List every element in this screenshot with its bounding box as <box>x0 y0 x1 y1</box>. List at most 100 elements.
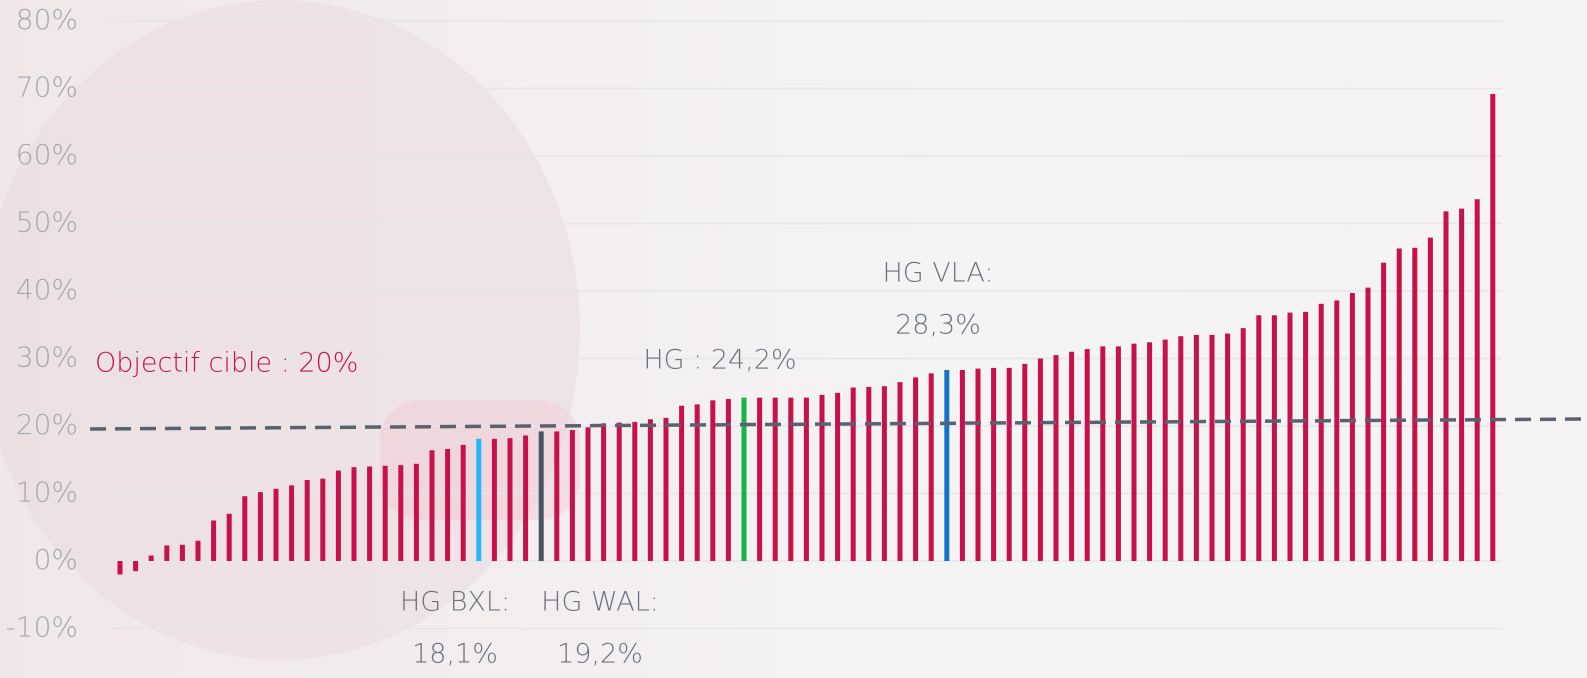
bar <box>274 489 279 561</box>
bar <box>367 467 372 562</box>
bar <box>196 541 201 561</box>
bar <box>1303 312 1308 561</box>
bar <box>1350 293 1355 561</box>
y-tick-label: 0% <box>34 543 78 576</box>
bar <box>1022 364 1027 561</box>
bar <box>1069 352 1074 561</box>
bar <box>1085 349 1090 561</box>
bar <box>1428 238 1433 561</box>
bar <box>1038 359 1043 562</box>
bar <box>352 467 357 561</box>
y-tick-label: 20% <box>16 408 78 441</box>
annotation-title: HG BXL: <box>400 587 510 618</box>
bar <box>788 398 793 561</box>
bar <box>1163 340 1168 561</box>
bar <box>1459 209 1464 561</box>
bar <box>1366 288 1371 561</box>
bar <box>1444 211 1449 561</box>
bar <box>1319 304 1324 561</box>
bar <box>554 431 559 561</box>
bar <box>211 521 216 562</box>
bar <box>1007 368 1012 561</box>
bar <box>991 368 996 561</box>
chart: -10%0%10%20%30%40%50%60%70%80%Objectif c… <box>0 0 1587 678</box>
bar <box>430 450 435 561</box>
bar <box>1194 335 1199 561</box>
bar <box>164 545 169 561</box>
bar <box>508 438 513 561</box>
bar <box>976 369 981 561</box>
bar <box>523 435 528 561</box>
annotation-value: 19,2% <box>557 639 643 670</box>
bar <box>1334 300 1339 561</box>
bar <box>742 398 747 561</box>
bar <box>242 496 247 561</box>
bar <box>1397 248 1402 561</box>
bar <box>445 449 450 561</box>
bar <box>804 398 809 561</box>
bar <box>1116 346 1121 561</box>
bar <box>1210 335 1215 561</box>
y-tick-label: 40% <box>16 273 78 306</box>
annotation-title: HG : 24,2% <box>643 345 796 376</box>
bar <box>898 382 903 561</box>
bar <box>664 418 669 561</box>
bar <box>539 431 544 561</box>
bar <box>757 398 762 561</box>
bar <box>773 398 778 561</box>
bar <box>1412 248 1417 561</box>
bar <box>851 388 856 561</box>
bar <box>320 479 325 561</box>
bar <box>679 406 684 561</box>
y-tick-label: 30% <box>16 341 78 374</box>
bar <box>414 464 419 561</box>
bar <box>586 427 591 561</box>
bar <box>1272 315 1277 561</box>
y-tick-label: 60% <box>16 138 78 171</box>
bar <box>336 471 341 561</box>
bar <box>149 556 154 561</box>
y-tick-label: 70% <box>16 71 78 104</box>
bar <box>1178 336 1183 561</box>
bar <box>1100 346 1105 561</box>
bar <box>632 422 637 561</box>
bar <box>695 404 700 561</box>
bar <box>648 419 653 561</box>
bar <box>866 387 871 561</box>
bar <box>1256 315 1261 561</box>
bar <box>882 386 887 561</box>
y-tick-label: -10% <box>6 611 78 644</box>
bar <box>305 480 310 561</box>
bar <box>180 545 185 561</box>
annotation-title: HG WAL: <box>541 587 659 618</box>
y-tick-label: 50% <box>16 206 78 239</box>
annotation-value: 18,1% <box>412 639 498 670</box>
bar <box>820 395 825 561</box>
bar <box>461 445 466 561</box>
bar <box>710 400 715 561</box>
bar <box>835 393 840 561</box>
bar <box>1147 342 1152 561</box>
bar <box>289 485 294 561</box>
annotation-title: HG VLA: <box>882 258 993 289</box>
bar <box>383 466 388 561</box>
bar <box>1288 313 1293 561</box>
bar <box>492 439 497 561</box>
bar <box>913 377 918 561</box>
bar <box>929 373 934 561</box>
bar <box>570 430 575 561</box>
bar <box>1381 263 1386 561</box>
bar <box>944 370 949 561</box>
bar <box>118 561 123 575</box>
bar <box>1241 328 1246 561</box>
bar <box>1475 199 1480 561</box>
target-label: Objectif cible : 20% <box>95 348 358 379</box>
bar <box>258 492 263 561</box>
bar <box>601 423 606 561</box>
annotation-value: 28,3% <box>895 310 981 341</box>
bar <box>227 514 232 561</box>
bar <box>1490 94 1495 561</box>
y-tick-label: 10% <box>16 476 78 509</box>
bar <box>617 423 622 561</box>
bar <box>1225 334 1230 561</box>
